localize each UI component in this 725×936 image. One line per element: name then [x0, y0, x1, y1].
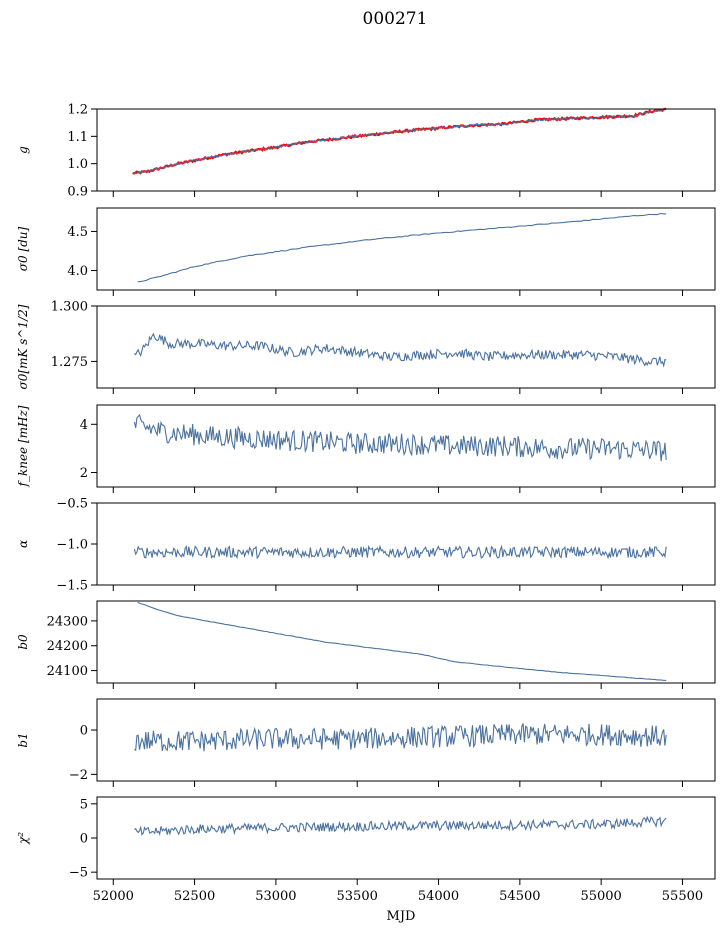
- series-line-5-1: [133, 544, 667, 560]
- series-line-2-1: [137, 212, 667, 283]
- y-tick-label: −1.0: [56, 538, 88, 553]
- y-axis-label: b0: [16, 634, 30, 650]
- series-line-7-1: [134, 723, 667, 752]
- x-tick-label: 52500: [174, 889, 215, 904]
- y-tick-label: −0.5: [56, 497, 88, 512]
- y-tick-label: 0.9: [67, 185, 88, 200]
- plot-frame: [96, 502, 716, 586]
- plot-frame: [96, 600, 716, 684]
- y-tick-label: −5: [69, 866, 88, 881]
- y-tick-label: 1.0: [67, 157, 88, 172]
- y-axis-label: σ0 [du]: [16, 226, 30, 271]
- plot-frame: [96, 108, 716, 192]
- y-axis-label: f_knee [mHz]: [16, 405, 30, 487]
- x-tick-label: 53500: [337, 889, 378, 904]
- y-tick-label: 24300: [47, 614, 88, 629]
- figure-title: 000271: [363, 9, 428, 29]
- y-axis-label: χ²: [16, 832, 30, 845]
- series-line-3-1: [134, 332, 667, 368]
- panel-2: 4.0 4.5 σ0 [du]: [16, 207, 716, 296]
- y-axis-label: α: [16, 540, 30, 548]
- series-line-4-1: [133, 413, 667, 462]
- plot-frame: [96, 207, 716, 291]
- y-tick-label: 4.0: [67, 264, 88, 279]
- y-tick-label: 5: [80, 797, 88, 812]
- y-tick-label: 4: [80, 418, 88, 433]
- x-axis-label: MJD: [387, 909, 416, 924]
- panel-5: −1.5 −1.0 −0.5 α: [16, 497, 716, 594]
- y-tick-label: 24100: [47, 664, 88, 679]
- panel-6: 24100 24200 24300 b0: [16, 600, 716, 689]
- x-tick-label: 54500: [499, 889, 540, 904]
- panel-4: 2 4 f_knee [mHz]: [16, 404, 716, 493]
- y-tick-label: 1.275: [51, 355, 88, 370]
- y-tick-label: 0: [80, 724, 88, 739]
- series-line-8-1: [134, 815, 667, 836]
- x-tick-label: 54000: [418, 889, 459, 904]
- y-tick-label: 1.2: [67, 103, 88, 118]
- x-tick-label: 55500: [662, 889, 703, 904]
- panel-3: 1.275 1.300 σ0[mK s^1/2]: [16, 300, 716, 394]
- panel-8: −5 0 5 52000 52500 53000 53500 54000 54500 55000 5…: [16, 796, 716, 924]
- series-line-1-2: [132, 108, 667, 175]
- x-tick-label: 52000: [93, 889, 134, 904]
- y-tick-label: 1.1: [67, 130, 88, 145]
- x-tick-label: 53000: [255, 889, 296, 904]
- y-axis-label: σ0[mK s^1/2]: [16, 304, 30, 389]
- y-tick-label: −2: [69, 768, 88, 783]
- plot-frame: [96, 698, 716, 782]
- y-tick-label: 24200: [47, 639, 88, 654]
- plot-frame: [96, 305, 716, 389]
- series-line-6-1: [137, 601, 667, 681]
- panel-7: −2 0 b1: [16, 698, 716, 787]
- y-tick-label: 0: [80, 832, 88, 847]
- plot-frame: [96, 404, 716, 488]
- y-axis-label: b1: [16, 732, 30, 747]
- y-axis-label: g: [16, 146, 30, 154]
- y-tick-label: 2: [80, 466, 88, 481]
- panel-1: 0.9 1.0 1.1 1.2 g: [16, 103, 716, 200]
- x-tick-label: 55000: [580, 889, 621, 904]
- y-tick-label: 1.300: [51, 300, 88, 315]
- plot-frame: [96, 796, 716, 880]
- y-tick-label: −1.5: [56, 579, 88, 594]
- y-tick-label: 4.5: [67, 225, 88, 240]
